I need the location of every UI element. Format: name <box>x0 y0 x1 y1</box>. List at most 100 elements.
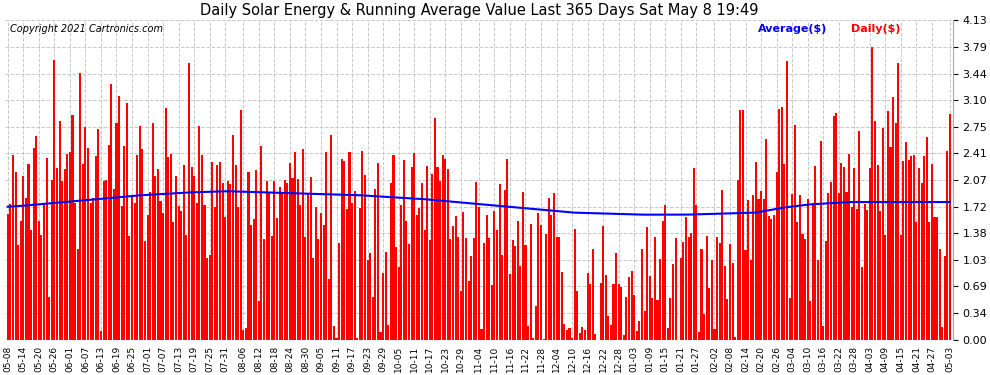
Bar <box>63 169 65 340</box>
Bar <box>571 338 573 340</box>
Bar <box>656 300 658 340</box>
Bar <box>344 161 346 340</box>
Bar <box>613 284 615 340</box>
Bar <box>770 219 772 340</box>
Bar <box>470 256 472 340</box>
Bar <box>227 181 229 340</box>
Bar <box>946 151 948 340</box>
Bar <box>740 110 742 340</box>
Bar <box>333 326 335 340</box>
Bar <box>20 221 22 340</box>
Bar <box>566 330 568 340</box>
Bar <box>294 152 296 340</box>
Bar <box>437 167 439 340</box>
Bar <box>607 316 610 340</box>
Bar <box>491 285 493 340</box>
Bar <box>602 226 604 340</box>
Bar <box>600 283 602 340</box>
Bar <box>618 284 620 340</box>
Bar <box>224 217 227 340</box>
Bar <box>648 276 650 340</box>
Bar <box>369 253 371 340</box>
Bar <box>706 236 708 340</box>
Bar <box>30 230 32 340</box>
Bar <box>760 191 762 340</box>
Bar <box>850 207 852 340</box>
Bar <box>408 244 410 340</box>
Bar <box>392 155 394 340</box>
Bar <box>113 189 115 340</box>
Bar <box>778 109 780 340</box>
Bar <box>807 199 809 340</box>
Bar <box>615 253 617 340</box>
Bar <box>149 192 151 340</box>
Bar <box>338 243 341 340</box>
Bar <box>82 164 84 340</box>
Bar <box>641 249 644 340</box>
Bar <box>853 168 855 340</box>
Bar <box>636 331 638 340</box>
Bar <box>646 227 648 340</box>
Bar <box>449 239 451 340</box>
Bar <box>879 211 881 340</box>
Bar <box>773 215 775 340</box>
Bar <box>815 166 817 340</box>
Bar <box>483 243 485 340</box>
Bar <box>661 220 663 340</box>
Bar <box>506 159 509 340</box>
Bar <box>918 168 920 340</box>
Bar <box>366 260 368 340</box>
Bar <box>193 176 195 340</box>
Bar <box>310 177 312 340</box>
Bar <box>937 217 939 340</box>
Bar <box>682 242 684 340</box>
Bar <box>555 237 557 340</box>
Bar <box>454 216 456 340</box>
Bar <box>374 189 376 340</box>
Bar <box>804 239 806 340</box>
Bar <box>610 325 612 340</box>
Bar <box>716 237 718 340</box>
Bar <box>284 180 286 340</box>
Bar <box>644 310 645 340</box>
Bar <box>882 128 884 340</box>
Bar <box>667 328 669 340</box>
Bar <box>358 208 361 340</box>
Bar <box>97 129 99 340</box>
Bar <box>742 110 743 340</box>
Bar <box>765 139 767 340</box>
Bar <box>783 164 785 340</box>
Bar <box>144 242 146 340</box>
Bar <box>196 203 198 340</box>
Bar <box>926 137 928 340</box>
Bar <box>553 193 555 340</box>
Bar <box>198 126 200 340</box>
Bar <box>509 274 511 340</box>
Bar <box>892 97 894 340</box>
Bar <box>639 321 641 340</box>
Bar <box>737 180 739 340</box>
Bar <box>563 324 565 340</box>
Bar <box>538 213 540 340</box>
Bar <box>817 260 819 340</box>
Bar <box>84 127 86 340</box>
Bar <box>687 237 690 340</box>
Bar <box>442 155 444 340</box>
Bar <box>177 206 179 340</box>
Bar <box>206 258 208 340</box>
Bar <box>535 306 537 340</box>
Bar <box>861 267 863 340</box>
Bar <box>747 200 749 340</box>
Bar <box>540 225 543 340</box>
Bar <box>791 194 793 340</box>
Bar <box>172 222 174 340</box>
Bar <box>820 141 822 340</box>
Bar <box>871 47 873 340</box>
Bar <box>445 159 446 340</box>
Bar <box>659 259 661 340</box>
Bar <box>325 152 328 340</box>
Bar <box>941 327 943 340</box>
Bar <box>895 123 897 340</box>
Bar <box>547 198 549 340</box>
Bar <box>364 175 366 340</box>
